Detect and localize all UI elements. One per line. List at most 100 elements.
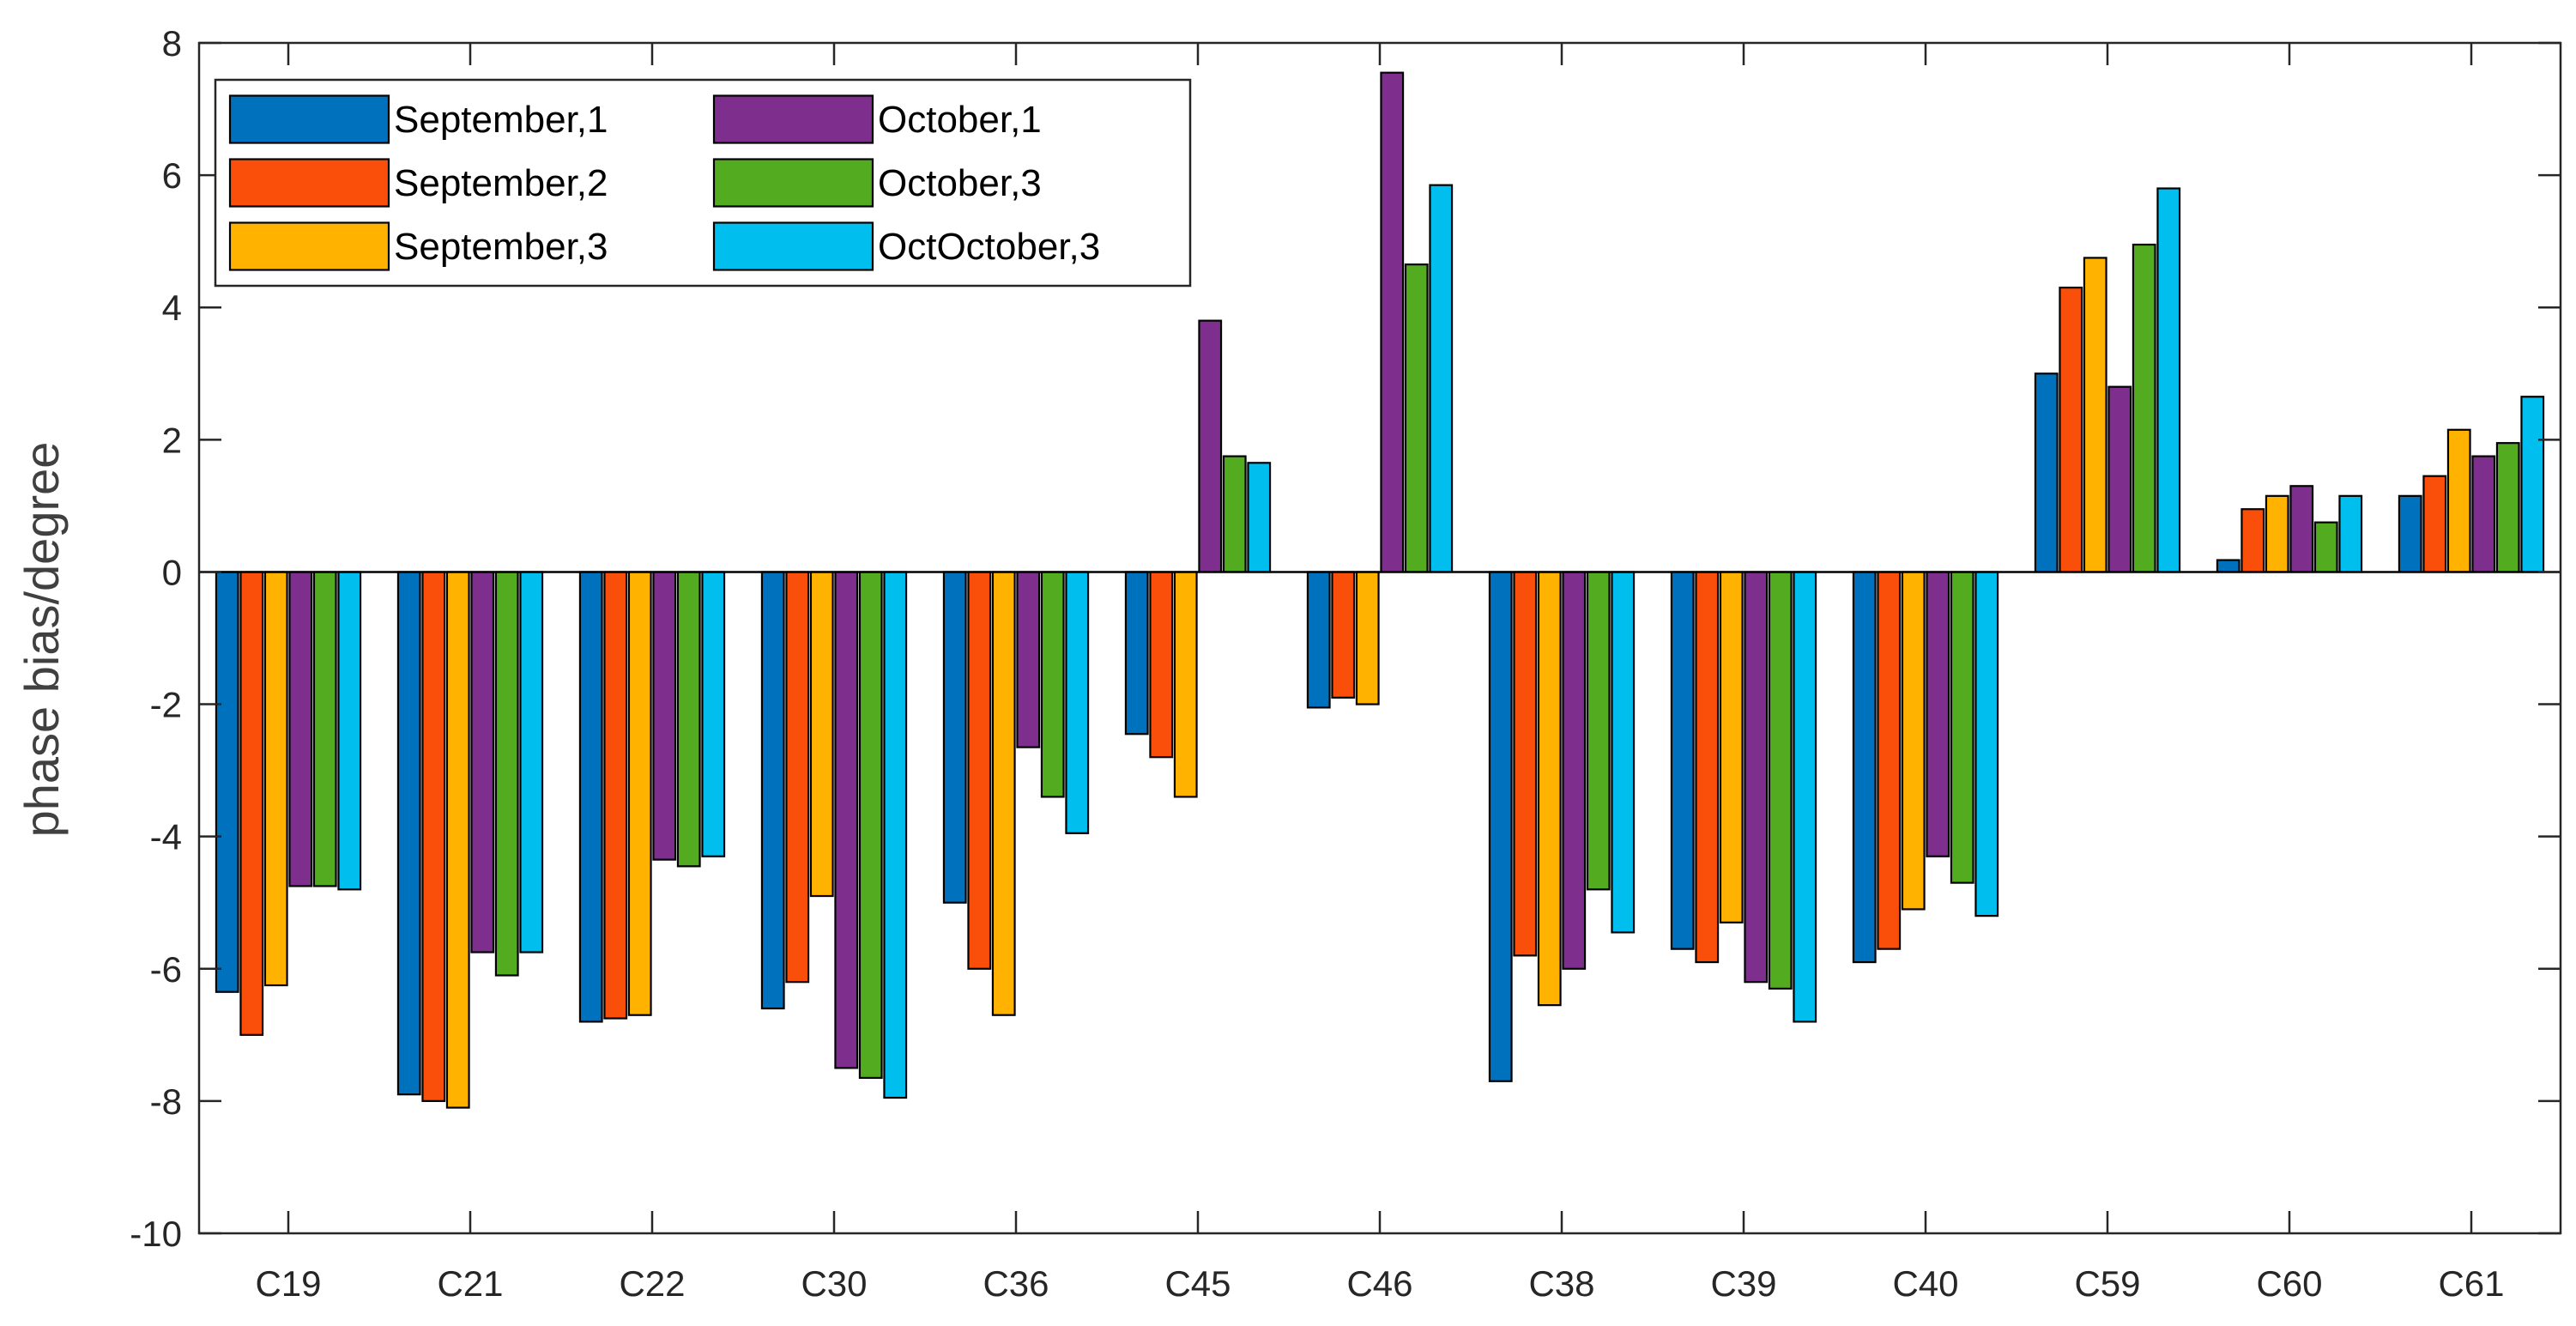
bar-c45-series-3: [1173, 571, 1198, 798]
x-tick-label-c38: C38: [1528, 1263, 1594, 1304]
legend-swatch: [712, 94, 874, 144]
ticks-layer: -10 -8 -6 -4 -2 0 2 4 6 8 C19 C21 C22 C30 C36 C45 C46 C38…: [130, 23, 2561, 1304]
bar-c19-series-1: [215, 571, 239, 993]
bar-c30-series-5: [858, 571, 883, 1080]
legend-item-6: OctOctober,3: [712, 221, 1100, 271]
legend-item-4: October,1: [712, 94, 1042, 144]
bar-c46-series-5: [1404, 263, 1429, 573]
bar-c38-series-2: [1513, 571, 1538, 957]
series-4: [288, 71, 2496, 1069]
bar-c19-series-6: [337, 571, 362, 891]
x-tick-label-c46: C46: [1346, 1263, 1412, 1304]
bar-c22-series-1: [578, 571, 603, 1023]
bar-c61-series-5: [2495, 442, 2520, 573]
series-5: [312, 243, 2520, 1080]
legend-swatch: [228, 158, 390, 208]
bar-c21-series-1: [396, 571, 421, 1096]
bar-c40-series-2: [1877, 571, 1902, 950]
bar-c22-series-3: [627, 571, 652, 1016]
bar-c21-series-6: [519, 571, 544, 954]
bar-c38-series-6: [1611, 571, 1636, 934]
bar-c59-series-1: [2034, 372, 2059, 573]
bar-c40-series-3: [1901, 571, 1926, 911]
y-axis-label: phase bias/degree: [15, 442, 69, 838]
bar-c22-series-2: [603, 571, 628, 1020]
bar-c61-series-2: [2422, 475, 2447, 573]
bar-c36-series-1: [942, 571, 967, 904]
y-tick-label: -4: [150, 817, 182, 857]
bar-c21-series-5: [494, 571, 519, 977]
bar-c45-series-5: [1222, 455, 1247, 573]
bar-c38-series-1: [1488, 571, 1513, 1082]
legend-swatch: [712, 221, 874, 271]
series-1: [215, 372, 2422, 1096]
legend-item-1: September,1: [228, 94, 608, 144]
bar-c60-series-1: [2216, 559, 2240, 573]
bar-c39-series-5: [1768, 571, 1793, 990]
bar-c39-series-4: [1744, 571, 1769, 984]
legend-label: September,3: [394, 226, 608, 268]
x-tick-label-c21: C21: [437, 1263, 503, 1304]
bar-c60-series-5: [2313, 521, 2338, 573]
legend-label: September,2: [394, 162, 608, 204]
y-tick-label: -10: [130, 1214, 182, 1254]
bar-c40-series-5: [1950, 571, 1974, 884]
bar-c30-series-1: [760, 571, 785, 1010]
legend-label: September,1: [394, 99, 608, 141]
bar-c30-series-3: [809, 571, 834, 898]
bar-c22-series-6: [701, 571, 726, 857]
legend-swatch: [712, 158, 874, 208]
y-tick-label: 8: [162, 23, 182, 64]
bar-c60-series-3: [2265, 494, 2289, 573]
x-tick-label-c60: C60: [2256, 1263, 2322, 1304]
y-tick-label: -6: [150, 949, 182, 990]
bar-c59-series-5: [2132, 243, 2156, 573]
bar-c36-series-6: [1065, 571, 1090, 834]
bar-c46-series-3: [1355, 571, 1380, 705]
legend-item-3: September,3: [228, 221, 608, 271]
bar-c59-series-6: [2156, 187, 2181, 573]
x-tick-label-c45: C45: [1164, 1263, 1231, 1304]
bar-c60-series-2: [2240, 508, 2265, 573]
x-tick-label-c30: C30: [801, 1263, 867, 1304]
bar-c61-series-6: [2520, 396, 2545, 573]
bar-c46-series-2: [1331, 571, 1356, 699]
bar-c40-series-6: [1974, 571, 1999, 917]
bar-c38-series-3: [1537, 571, 1562, 1007]
legend-swatch: [228, 94, 390, 144]
bar-c39-series-6: [1793, 571, 1817, 1023]
bar-c21-series-2: [421, 571, 446, 1102]
x-tick-label-c19: C19: [255, 1263, 321, 1304]
bar-c36-series-2: [967, 571, 992, 970]
bar-c38-series-5: [1586, 571, 1611, 891]
bar-c19-series-4: [288, 571, 313, 887]
bar-c40-series-4: [1926, 571, 1950, 857]
bar-c45-series-1: [1124, 571, 1149, 736]
legend: September,1 September,2 September,3 October…: [214, 78, 1192, 288]
y-tick-label: 6: [162, 155, 182, 196]
y-tick-label: -2: [150, 685, 182, 725]
bar-c46-series-1: [1306, 571, 1331, 709]
bar-c36-series-3: [991, 571, 1016, 1016]
bar-c46-series-4: [1380, 71, 1405, 573]
bar-c19-series-2: [239, 571, 264, 1036]
legend-swatch: [228, 221, 390, 271]
bar-c22-series-4: [652, 571, 677, 861]
bar-c19-series-5: [312, 571, 337, 887]
bar-c59-series-2: [2059, 287, 2083, 573]
y-tick-label: 4: [162, 288, 182, 328]
bar-c45-series-4: [1198, 319, 1223, 573]
bars-layer: [215, 71, 2545, 1109]
bar-c36-series-5: [1040, 571, 1065, 798]
legend-label: October,3: [878, 162, 1042, 204]
bar-c30-series-4: [834, 571, 859, 1069]
x-tick-label-c61: C61: [2438, 1263, 2504, 1304]
bar-c60-series-4: [2289, 485, 2314, 573]
bar-c21-series-3: [445, 571, 470, 1109]
x-tick-label-c59: C59: [2074, 1263, 2140, 1304]
bar-c30-series-2: [785, 571, 810, 984]
bar-c61-series-1: [2398, 494, 2422, 573]
bar-c36-series-4: [1016, 571, 1041, 748]
bar-c39-series-2: [1695, 571, 1720, 964]
